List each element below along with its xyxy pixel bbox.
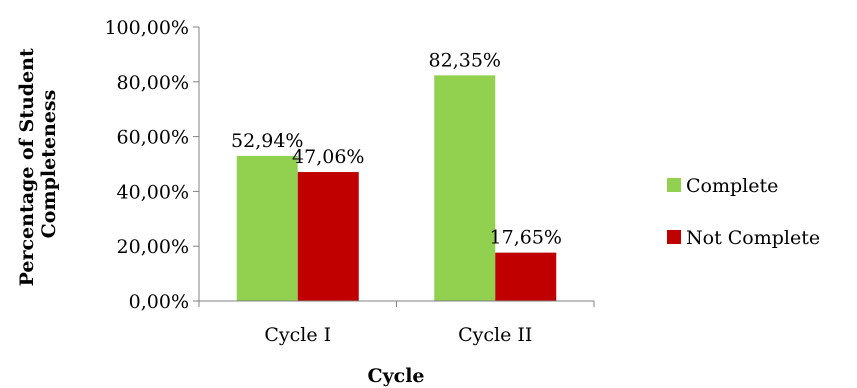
x-tick-label: Cycle I <box>264 324 331 346</box>
y-tick-label: 40,00% <box>117 181 189 203</box>
y-tick-label: 0,00% <box>129 291 189 313</box>
data-label: 47,06% <box>292 146 364 168</box>
legend-label-not-complete: Not Complete <box>686 227 820 249</box>
y-tick-label: 20,00% <box>117 236 189 258</box>
y-tick-label: 80,00% <box>117 72 189 94</box>
bar-complete <box>236 155 298 301</box>
y-axis-title-line-1: Percentage of Student <box>16 48 38 286</box>
x-axis-title: Cycle <box>367 365 424 387</box>
legend-swatch-complete <box>667 178 681 192</box>
x-tick-label: Cycle II <box>458 324 532 346</box>
legend: Complete Not Complete <box>667 175 820 249</box>
legend-swatch-not-complete <box>667 230 681 244</box>
data-label: 52,94% <box>231 130 303 152</box>
bars <box>236 75 557 302</box>
x-axis-ticks: Cycle I Cycle II <box>198 301 595 346</box>
bar-not-complete <box>495 252 557 301</box>
data-labels: 52,94%47,06% 82,35% 17,65% <box>231 49 562 248</box>
y-axis-ticks: 0,00% 20,00% 40,00% 60,00% 80,00% 100,00% <box>104 17 199 313</box>
bar-not-complete <box>297 172 359 301</box>
y-tick-label: 60,00% <box>117 127 189 149</box>
legend-label-complete: Complete <box>686 175 778 197</box>
data-label: 82,35% <box>429 49 501 71</box>
bar-complete <box>434 75 496 302</box>
y-axis-title-line-2: Completeness <box>38 90 60 239</box>
y-tick-label: 100,00% <box>104 17 189 39</box>
y-axis-title: Percentage of Student Completeness <box>16 42 60 287</box>
data-label: 17,65% <box>490 227 562 249</box>
